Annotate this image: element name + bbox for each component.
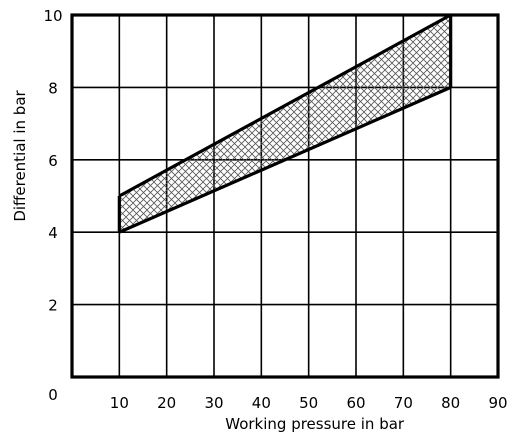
y-axis-label: Differential in bar xyxy=(11,89,29,221)
tick-labels: 0 10 20 30 40 50 60 70 80 90 2 4 6 8 10 xyxy=(43,7,507,412)
x-tick-label-20: 20 xyxy=(157,394,176,412)
operating-range xyxy=(117,13,453,234)
x-tick-label-30: 30 xyxy=(204,394,223,412)
lower-boundary-line xyxy=(118,85,452,234)
x-tick-label-70: 70 xyxy=(394,394,413,412)
x-tick-label-10: 10 xyxy=(110,394,129,412)
y-tick-label-2: 2 xyxy=(48,297,58,315)
y-tick-label-8: 8 xyxy=(48,79,58,97)
upper-boundary-line xyxy=(118,13,452,198)
y-tick-label-10: 10 xyxy=(43,7,62,25)
x-tick-label-50: 50 xyxy=(299,394,318,412)
y-tick-label-6: 6 xyxy=(48,152,58,170)
x-tick-label-40: 40 xyxy=(252,394,271,412)
x-tick-label-80: 80 xyxy=(441,394,460,412)
x-tick-label-90: 90 xyxy=(488,394,507,412)
x-origin-label: 0 xyxy=(48,386,58,404)
y-tick-label-4: 4 xyxy=(48,224,58,242)
plot-border xyxy=(70,13,500,379)
operating-range-fill xyxy=(119,15,451,233)
x-tick-label-60: 60 xyxy=(346,394,365,412)
x-axis-label: Working pressure in bar xyxy=(225,415,405,433)
plot-frame xyxy=(70,13,500,379)
